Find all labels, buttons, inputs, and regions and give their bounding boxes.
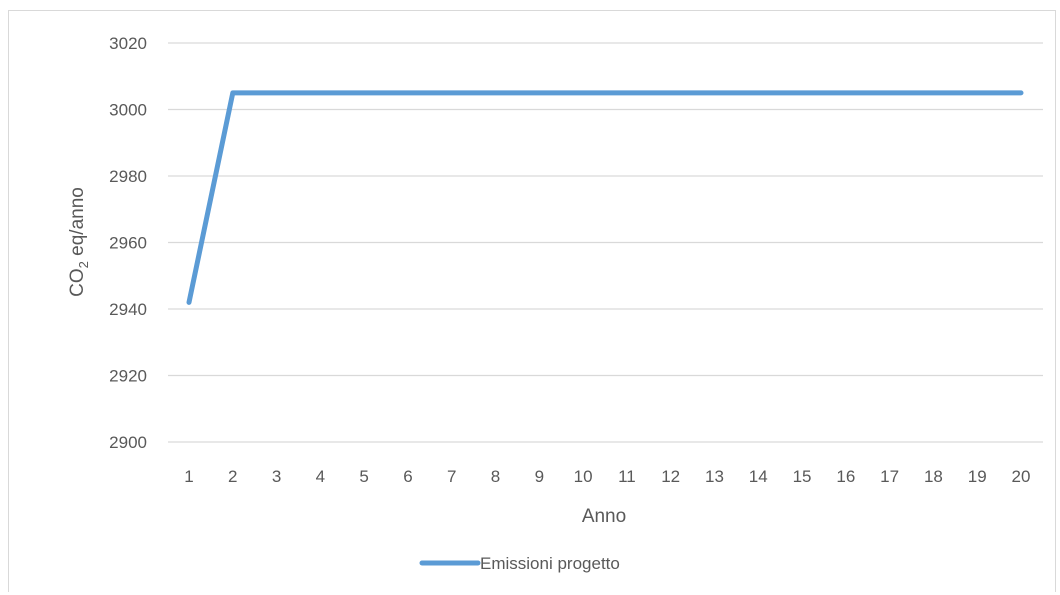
x-tick-label: 4 xyxy=(316,467,325,486)
x-tick-label: 12 xyxy=(661,467,680,486)
y-tick-label: 3020 xyxy=(109,34,147,53)
x-tick-label: 10 xyxy=(574,467,593,486)
series-lines xyxy=(186,90,1024,305)
x-tick-label: 11 xyxy=(618,467,636,486)
x-tick-label: 9 xyxy=(535,467,544,486)
legend-label: Emissioni progetto xyxy=(480,554,620,573)
x-tick-label: 18 xyxy=(924,467,943,486)
series-line xyxy=(186,90,1024,305)
x-tick-label: 20 xyxy=(1012,467,1031,486)
x-tick-label: 14 xyxy=(749,467,768,486)
y-tick-label: 2980 xyxy=(109,167,147,186)
gridlines xyxy=(168,42,1043,443)
y-tick-label: 2940 xyxy=(109,300,147,319)
y-axis-title-main: CO xyxy=(67,268,88,297)
y-axis-title-rest: eq/anno xyxy=(67,187,88,261)
x-tick-label: 15 xyxy=(793,467,812,486)
y-tick-label: 2960 xyxy=(109,234,147,253)
x-tick-label: 5 xyxy=(359,467,368,486)
x-tick-label: 8 xyxy=(491,467,500,486)
chart-frame xyxy=(8,10,1056,592)
legend: Emissioni progetto xyxy=(419,554,620,573)
y-tick-label: 2900 xyxy=(109,433,147,452)
x-tick-label: 19 xyxy=(968,467,987,486)
x-tick-label: 17 xyxy=(880,467,899,486)
x-tick-label: 3 xyxy=(272,467,281,486)
y-axis-title: CO2 eq/anno xyxy=(67,187,91,297)
y-tick-label: 3000 xyxy=(109,101,147,120)
y-tick-label: 2920 xyxy=(109,367,147,386)
x-tick-label: 1 xyxy=(184,467,193,486)
x-tick-label: 13 xyxy=(705,467,724,486)
x-tick-label: 16 xyxy=(836,467,855,486)
x-tick-labels: 1 2 3 4 5 6 7 8 9 10 11 12 13 14 15 16 17 18 19 20 xyxy=(184,467,1030,486)
x-tick-label: 6 xyxy=(403,467,412,486)
y-tick-labels: 2900 2920 2940 2960 2980 3000 3020 xyxy=(109,34,147,452)
y-axis-title-subscript: 2 xyxy=(76,261,91,268)
x-tick-label: 7 xyxy=(447,467,456,486)
x-tick-label: 2 xyxy=(228,467,237,486)
x-axis-title: Anno xyxy=(582,506,626,527)
